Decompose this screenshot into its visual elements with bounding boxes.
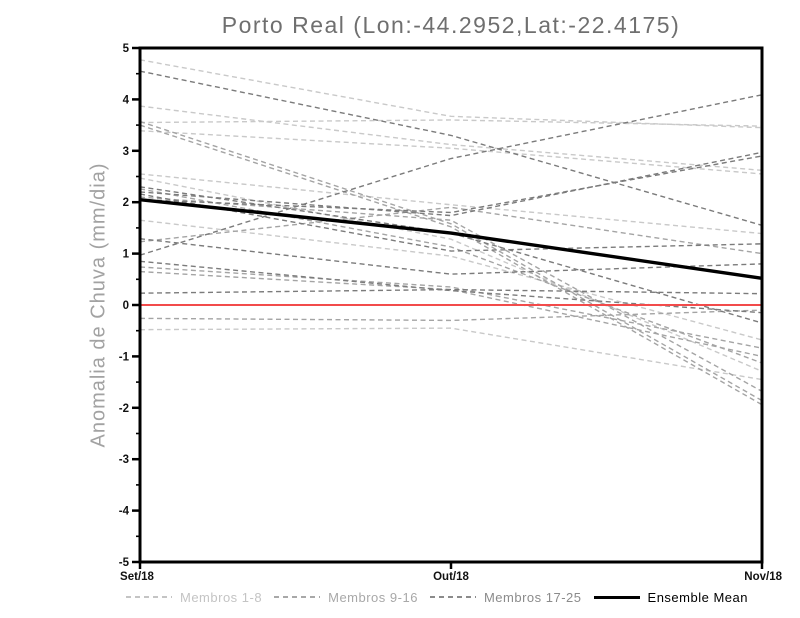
legend-label: Ensemble Mean bbox=[647, 589, 748, 605]
ensemble-mean-line bbox=[139, 197, 763, 280]
dashed-line-sample-light bbox=[126, 596, 172, 598]
member-line-group-3 bbox=[139, 288, 763, 295]
y-tick-label: 5 bbox=[123, 43, 130, 55]
member-line-group-3 bbox=[139, 186, 763, 324]
member-line-group-3 bbox=[139, 70, 763, 227]
legend-item-membros-9-16: Membros 9-16 bbox=[274, 590, 418, 605]
member-line-group-1 bbox=[139, 327, 763, 381]
y-tick-label: -1 bbox=[119, 351, 130, 363]
member-line-group-1 bbox=[139, 105, 763, 172]
y-tick-label: -5 bbox=[119, 557, 130, 569]
member-line-group-2 bbox=[139, 206, 763, 255]
member-line-group-2 bbox=[139, 266, 763, 349]
legend-label: Membros 17-25 bbox=[483, 589, 582, 605]
y-tick-label: 0 bbox=[123, 300, 129, 312]
y-tick-label: 1 bbox=[123, 249, 130, 261]
member-line-group-2 bbox=[139, 124, 763, 406]
legend: Membros 1-8 Membros 9-16 Membros 17-25 E… bbox=[126, 587, 748, 607]
member-line-group-2 bbox=[139, 309, 763, 322]
solid-line-sample-black bbox=[593, 595, 640, 599]
page-title: Porto Real (Lon:-44.2952,Lat:-22.4175) bbox=[221, 12, 681, 38]
legend-label: Membros 9-16 bbox=[328, 589, 418, 605]
y-tick-label: 4 bbox=[123, 94, 130, 106]
member-line-group-3 bbox=[139, 193, 763, 252]
y-tick-label: -4 bbox=[119, 506, 130, 518]
member-line-group-3 bbox=[139, 151, 763, 217]
legend-item-ensemble-mean: Ensemble Mean bbox=[593, 589, 748, 605]
x-tick-label: Set/18 bbox=[120, 571, 154, 583]
y-tick-label: 2 bbox=[123, 197, 129, 209]
member-line-group-2 bbox=[139, 188, 763, 364]
dashed-line-sample-dark bbox=[429, 596, 476, 598]
member-line-group-3 bbox=[139, 237, 763, 275]
member-line-group-3 bbox=[139, 155, 763, 214]
dashed-line-sample-medium bbox=[274, 596, 321, 598]
member-line-group-1 bbox=[139, 177, 763, 372]
y-tick-label: 3 bbox=[123, 146, 129, 158]
legend-item-membros-1-8: Membros 1-8 bbox=[126, 590, 262, 605]
legend-label: Membros 1-8 bbox=[180, 589, 263, 605]
member-line-group-2 bbox=[139, 120, 763, 402]
member-line-group-3 bbox=[139, 94, 763, 256]
member-line-group-1 bbox=[139, 130, 763, 175]
legend-item-membros-17-25: Membros 17-25 bbox=[429, 589, 582, 605]
member-line-group-2 bbox=[139, 270, 763, 358]
y-tick-label: -3 bbox=[119, 454, 129, 466]
y-tick-label: -2 bbox=[119, 403, 129, 415]
x-tick-label: Out/18 bbox=[433, 571, 469, 583]
member-line-group-2 bbox=[139, 196, 763, 392]
member-line-group-1 bbox=[139, 173, 763, 235]
member-line-group-1 bbox=[139, 119, 763, 127]
member-line-group-1 bbox=[139, 219, 763, 341]
member-line-group-1 bbox=[139, 59, 763, 129]
x-tick-label: Nov/18 bbox=[744, 571, 782, 583]
